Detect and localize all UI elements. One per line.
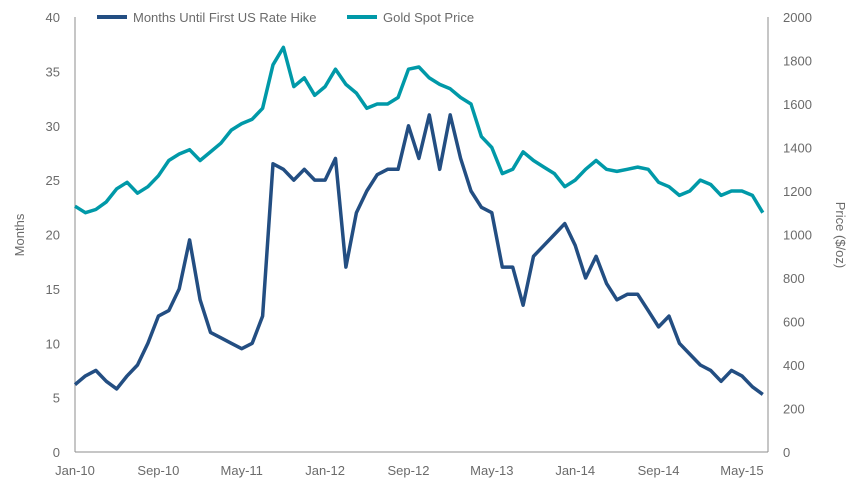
y-tick-label-right: 800 — [783, 271, 805, 286]
x-tick-label: Jan-10 — [55, 463, 95, 478]
y-tick-label-left: 40 — [46, 10, 60, 25]
x-tick-label: Sep-10 — [137, 463, 179, 478]
y-axis-label-left: Months — [12, 213, 27, 256]
y-tick-label-left: 10 — [46, 336, 60, 351]
x-tick-label: May-11 — [221, 463, 263, 478]
y-tick-label-right: 1200 — [783, 184, 812, 199]
y-tick-label-right: 200 — [783, 402, 805, 417]
y-tick-label-right: 1000 — [783, 228, 812, 243]
y-tick-label-right: 600 — [783, 315, 805, 330]
y-tick-label-right: 1400 — [783, 141, 812, 156]
x-tick-label: Sep-14 — [638, 463, 680, 478]
y-tick-label-right: 1800 — [783, 54, 812, 69]
y-tick-label-left: 0 — [53, 445, 60, 460]
y-tick-label-right: 1600 — [783, 97, 812, 112]
y-tick-label-left: 5 — [53, 391, 60, 406]
y-tick-label-right: 400 — [783, 358, 805, 373]
x-tick-label: May-15 — [720, 463, 763, 478]
y-tick-label-right: 0 — [783, 445, 790, 460]
y-tick-label-left: 20 — [46, 228, 60, 243]
x-tick-label: Jan-14 — [555, 463, 595, 478]
series-line-months-until-rate-hike — [73, 113, 764, 396]
legend: Months Until First US Rate Hike Gold Spo… — [97, 10, 474, 25]
y-tick-label-left: 15 — [46, 282, 60, 297]
y-tick-label-left: 35 — [46, 64, 60, 79]
legend-label-rate-hike: Months Until First US Rate Hike — [133, 10, 317, 25]
y-tick-label-left: 30 — [46, 119, 60, 134]
x-tick-label: Jan-12 — [305, 463, 345, 478]
x-tick-label: May-13 — [470, 463, 513, 478]
legend-label-gold: Gold Spot Price — [383, 10, 474, 25]
y-tick-label-left: 25 — [46, 173, 60, 188]
y-axis-label-right: Price ($/oz) — [833, 202, 848, 268]
series-line-gold-spot-price — [74, 45, 765, 215]
y-tick-label-right: 2000 — [783, 10, 812, 25]
x-tick-label: Sep-12 — [388, 463, 430, 478]
